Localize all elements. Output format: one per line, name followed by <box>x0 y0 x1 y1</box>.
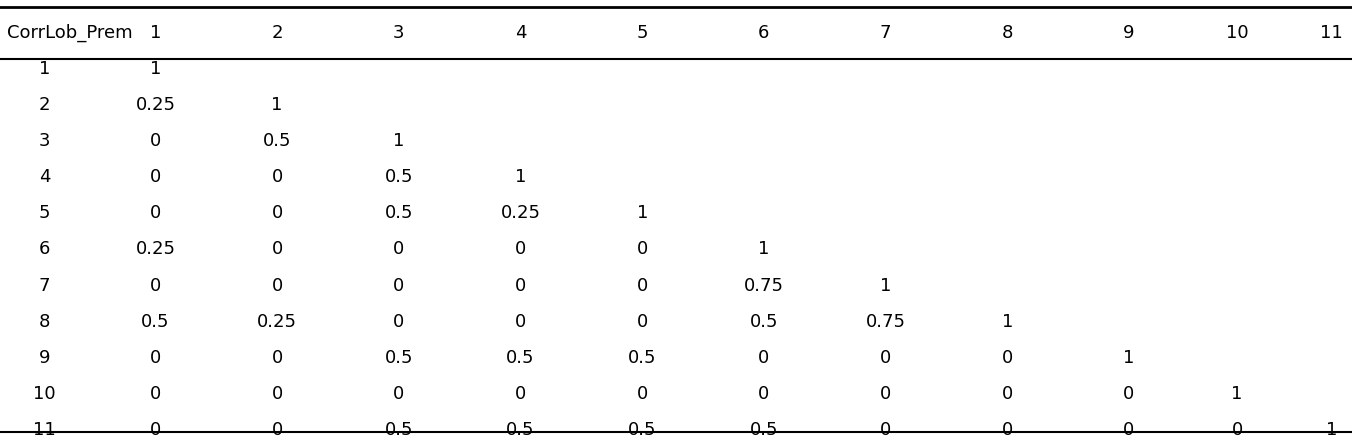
Text: 1: 1 <box>637 205 648 222</box>
Text: 1: 1 <box>515 169 526 186</box>
Text: 0: 0 <box>637 313 648 330</box>
Text: 1: 1 <box>1002 313 1013 330</box>
Text: 1: 1 <box>1326 421 1337 439</box>
Text: 1: 1 <box>758 241 769 258</box>
Text: 10: 10 <box>34 385 55 403</box>
Text: 0: 0 <box>637 241 648 258</box>
Text: 0: 0 <box>637 385 648 403</box>
Text: 1: 1 <box>150 24 161 42</box>
Text: 0.25: 0.25 <box>500 205 541 222</box>
Text: 9: 9 <box>1124 24 1134 42</box>
Text: 0: 0 <box>1002 421 1013 439</box>
Text: 0.5: 0.5 <box>506 349 535 367</box>
Text: 3: 3 <box>39 132 50 150</box>
Text: 0: 0 <box>758 385 769 403</box>
Text: 0: 0 <box>393 241 404 258</box>
Text: 0.5: 0.5 <box>749 313 779 330</box>
Text: 5: 5 <box>39 205 50 222</box>
Text: 0: 0 <box>150 277 161 294</box>
Text: 0: 0 <box>272 385 283 403</box>
Text: 0.25: 0.25 <box>135 96 176 114</box>
Text: 0: 0 <box>637 277 648 294</box>
Text: 0: 0 <box>1124 385 1134 403</box>
Text: 0: 0 <box>150 349 161 367</box>
Text: 9: 9 <box>39 349 50 367</box>
Text: 0.5: 0.5 <box>141 313 170 330</box>
Text: 0: 0 <box>1124 421 1134 439</box>
Text: 10: 10 <box>1226 24 1248 42</box>
Text: 0.25: 0.25 <box>257 313 297 330</box>
Text: 0: 0 <box>515 241 526 258</box>
Text: 0: 0 <box>150 132 161 150</box>
Text: 0.5: 0.5 <box>749 421 779 439</box>
Text: 8: 8 <box>1002 24 1013 42</box>
Text: 0.5: 0.5 <box>384 349 414 367</box>
Text: 0: 0 <box>272 169 283 186</box>
Text: 0.5: 0.5 <box>627 349 657 367</box>
Text: 0.5: 0.5 <box>384 421 414 439</box>
Text: 0.5: 0.5 <box>384 205 414 222</box>
Text: 0: 0 <box>272 421 283 439</box>
Text: 0: 0 <box>515 313 526 330</box>
Text: 0: 0 <box>150 205 161 222</box>
Text: 0: 0 <box>880 421 891 439</box>
Text: 1: 1 <box>1124 349 1134 367</box>
Text: 0: 0 <box>880 385 891 403</box>
Text: 3: 3 <box>393 24 404 42</box>
Text: 0.75: 0.75 <box>744 277 784 294</box>
Text: 1: 1 <box>393 132 404 150</box>
Text: 0: 0 <box>272 241 283 258</box>
Text: 0: 0 <box>1002 385 1013 403</box>
Text: 0: 0 <box>393 385 404 403</box>
Text: 0: 0 <box>1232 421 1242 439</box>
Text: 0: 0 <box>393 313 404 330</box>
Text: 8: 8 <box>39 313 50 330</box>
Text: 0.5: 0.5 <box>262 132 292 150</box>
Text: 2: 2 <box>39 96 50 114</box>
Text: 0: 0 <box>1002 349 1013 367</box>
Text: 1: 1 <box>880 277 891 294</box>
Text: 0.5: 0.5 <box>627 421 657 439</box>
Text: 0.75: 0.75 <box>865 313 906 330</box>
Text: 7: 7 <box>39 277 50 294</box>
Text: 11: 11 <box>1321 24 1343 42</box>
Text: 0: 0 <box>272 349 283 367</box>
Text: 1: 1 <box>1232 385 1242 403</box>
Text: CorrLob_Prem: CorrLob_Prem <box>7 24 132 42</box>
Text: 0.5: 0.5 <box>506 421 535 439</box>
Text: 7: 7 <box>880 24 891 42</box>
Text: 0: 0 <box>150 421 161 439</box>
Text: 0.25: 0.25 <box>135 241 176 258</box>
Text: 4: 4 <box>515 24 526 42</box>
Text: 0: 0 <box>758 349 769 367</box>
Text: 0: 0 <box>515 385 526 403</box>
Text: 0: 0 <box>272 277 283 294</box>
Text: 0: 0 <box>515 277 526 294</box>
Text: 2: 2 <box>272 24 283 42</box>
Text: 5: 5 <box>637 24 648 42</box>
Text: 0: 0 <box>393 277 404 294</box>
Text: 0.5: 0.5 <box>384 169 414 186</box>
Text: 6: 6 <box>39 241 50 258</box>
Text: 1: 1 <box>150 60 161 78</box>
Text: 4: 4 <box>39 169 50 186</box>
Text: 0: 0 <box>150 169 161 186</box>
Text: 0: 0 <box>272 205 283 222</box>
Text: 0: 0 <box>150 385 161 403</box>
Text: 1: 1 <box>272 96 283 114</box>
Text: 11: 11 <box>34 421 55 439</box>
Text: 1: 1 <box>39 60 50 78</box>
Text: 0: 0 <box>880 349 891 367</box>
Text: 6: 6 <box>758 24 769 42</box>
